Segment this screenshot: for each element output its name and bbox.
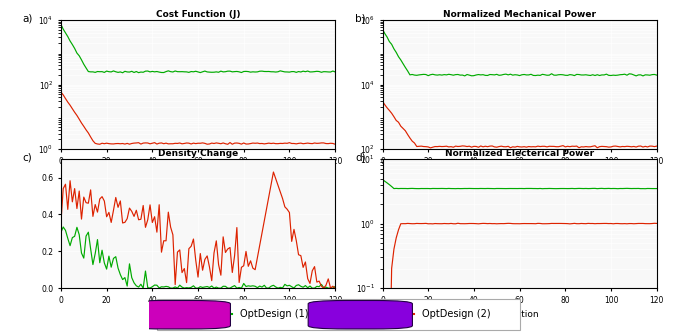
Text: OptDesign (2): OptDesign (2) [422,309,491,319]
X-axis label: Iteration: Iteration [500,310,539,319]
Text: d): d) [355,153,366,163]
FancyBboxPatch shape [156,299,521,330]
X-axis label: Iteration: Iteration [179,310,217,319]
FancyBboxPatch shape [308,300,412,329]
Text: c): c) [22,153,32,163]
Text: a): a) [22,14,33,24]
Title: Normalized Mechanical Power: Normalized Mechanical Power [443,10,596,19]
Title: Cost Function (J): Cost Function (J) [156,10,240,19]
Title: Normalized Electerical Power: Normalized Electerical Power [445,149,594,158]
FancyBboxPatch shape [126,300,230,329]
Text: OptDesign (1): OptDesign (1) [240,309,309,319]
Text: b): b) [355,14,366,24]
Title: Density Change: Density Change [158,149,238,158]
